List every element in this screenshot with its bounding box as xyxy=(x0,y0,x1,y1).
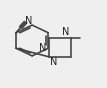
Text: N: N xyxy=(62,27,70,37)
Text: N: N xyxy=(39,43,46,53)
Text: N: N xyxy=(25,16,32,26)
Text: N: N xyxy=(50,57,57,67)
